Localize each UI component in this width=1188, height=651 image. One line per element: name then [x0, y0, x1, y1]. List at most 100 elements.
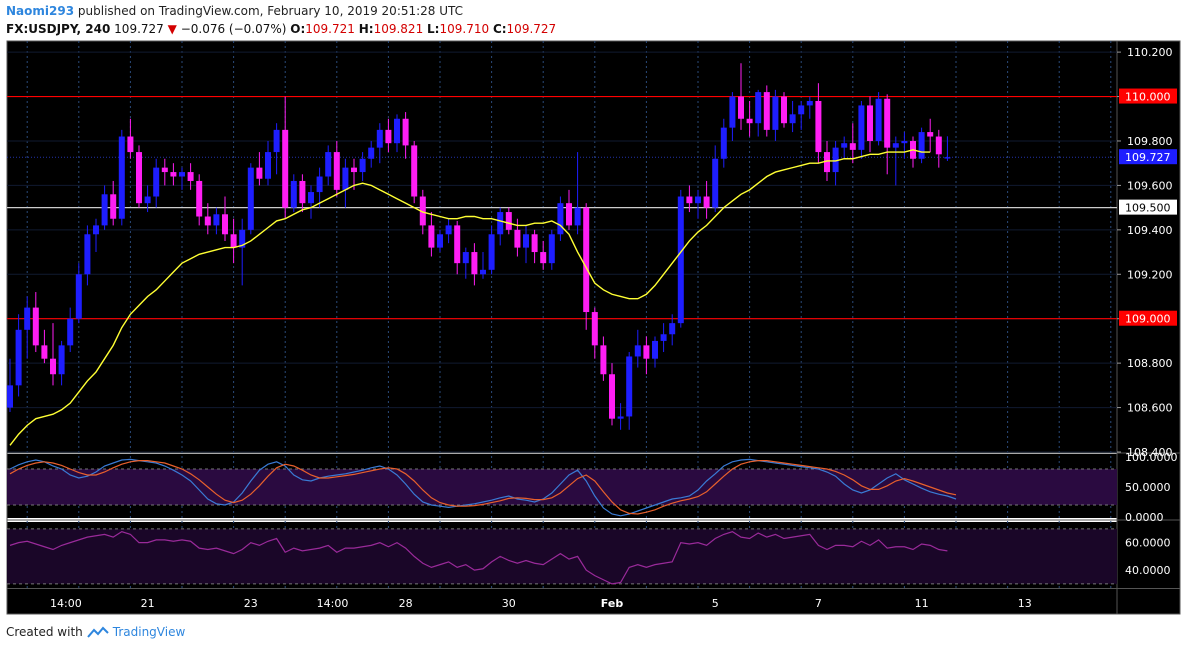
change-value: −0.076 (−0.07%) — [180, 22, 287, 36]
stochastic-tick-label: 0.0000 — [1125, 511, 1164, 524]
candle-body — [626, 356, 633, 417]
candle-body — [720, 127, 727, 159]
candle-body — [729, 96, 736, 128]
candle-body — [652, 340, 658, 359]
candle-body — [333, 152, 340, 190]
candle-body — [806, 100, 813, 106]
candle-body — [136, 152, 142, 204]
time-tick-label: 11 — [915, 597, 929, 610]
candle-body — [884, 98, 891, 148]
created-with-text: Created with — [6, 625, 83, 639]
close-label: C: — [492, 22, 507, 36]
author-link[interactable]: Naomi293 — [6, 4, 75, 18]
candle-body — [514, 229, 521, 248]
candle-body — [566, 203, 572, 226]
candle-body — [170, 172, 177, 177]
candles-group — [7, 63, 951, 430]
candle-body — [58, 345, 65, 375]
candle-body — [841, 143, 848, 148]
publish-header: Naomi293 published on TradingView.com, F… — [6, 4, 463, 18]
candle-body — [918, 132, 925, 159]
symbol-label: FX:USDJPY, 240 — [6, 22, 111, 36]
candle-body — [445, 225, 452, 235]
candle-body — [32, 307, 39, 346]
open-value: 109.721 — [305, 22, 355, 36]
rsi-band — [7, 528, 1117, 584]
low-label: L: — [427, 22, 440, 36]
candle-body — [669, 323, 676, 335]
candle-body — [428, 225, 435, 248]
time-tick-label: 21 — [141, 597, 155, 610]
last-price: 109.727 — [114, 22, 164, 36]
candle-body — [772, 96, 779, 130]
candle-body — [901, 140, 908, 144]
candle-body — [351, 167, 357, 173]
price-badge-label: 109.500 — [1125, 202, 1171, 215]
candle-body — [935, 136, 942, 155]
candle-body — [600, 345, 607, 375]
candle-body — [385, 129, 392, 144]
candle-body — [7, 385, 13, 408]
high-value: 109.821 — [373, 22, 424, 36]
candle-body — [144, 196, 151, 204]
rsi-tick-label: 60.0000 — [1125, 537, 1171, 550]
candle-body — [316, 176, 323, 193]
candle-body — [187, 172, 194, 181]
candle-body — [67, 318, 74, 346]
time-axis — [7, 589, 1117, 614]
candle-body — [110, 194, 117, 219]
footer: Created with TradingView — [6, 625, 185, 639]
price-badge — [1119, 199, 1177, 215]
candle-body — [368, 147, 375, 159]
price-axis — [1117, 41, 1180, 614]
stochastic-d-line — [9, 460, 957, 515]
candle-body — [712, 158, 719, 208]
price-tick-label: 108.400 — [1127, 446, 1173, 459]
candle-body — [609, 374, 615, 419]
tradingview-brand-link[interactable]: TradingView — [112, 625, 186, 639]
candle-body — [927, 132, 934, 137]
candle-body — [342, 167, 349, 190]
tradingview-logo-icon — [87, 626, 109, 638]
time-tick-label: 23 — [244, 597, 258, 610]
candle-body — [239, 229, 246, 248]
price-badge — [1119, 88, 1177, 104]
price-badge — [1119, 149, 1177, 165]
price-badge-label: 109.727 — [1125, 151, 1171, 164]
candle-body — [394, 118, 400, 144]
candle-body — [153, 167, 160, 197]
candle-body — [617, 416, 624, 419]
candle-body — [583, 207, 590, 313]
candle-body — [540, 252, 547, 264]
candle-body — [24, 307, 31, 330]
time-tick-label: 5 — [712, 597, 719, 610]
time-tick-label: 14:00 — [50, 597, 82, 610]
candle-body — [660, 334, 667, 341]
time-tick-label: Feb — [601, 597, 624, 610]
chart-frame — [6, 40, 1181, 615]
candle-body — [892, 143, 899, 148]
candle-body — [944, 157, 951, 159]
published-text: published on TradingView.com, February 1… — [77, 4, 464, 18]
candle-body — [75, 274, 82, 319]
candle-body — [325, 152, 332, 177]
candle-body — [50, 358, 56, 375]
candle-body — [686, 196, 693, 204]
candle-body — [471, 252, 478, 275]
candle-body — [213, 214, 220, 226]
candle-body — [548, 234, 555, 264]
candle-body — [763, 92, 770, 130]
candle-body — [523, 234, 529, 248]
candle-body — [505, 212, 512, 230]
price-tick-label: 109.400 — [1127, 224, 1173, 237]
candle-body — [695, 196, 701, 204]
candle-body — [738, 96, 744, 119]
candle-body — [93, 225, 99, 235]
candle-body — [643, 345, 650, 359]
time-tick-label: 30 — [502, 597, 516, 610]
stochastic-tick-label: 100.0000 — [1125, 451, 1178, 464]
symbol-header: FX:USDJPY, 240 109.727 ▼ −0.076 (−0.07%)… — [6, 22, 556, 36]
candle-body — [308, 192, 314, 204]
candle-body — [746, 118, 753, 124]
